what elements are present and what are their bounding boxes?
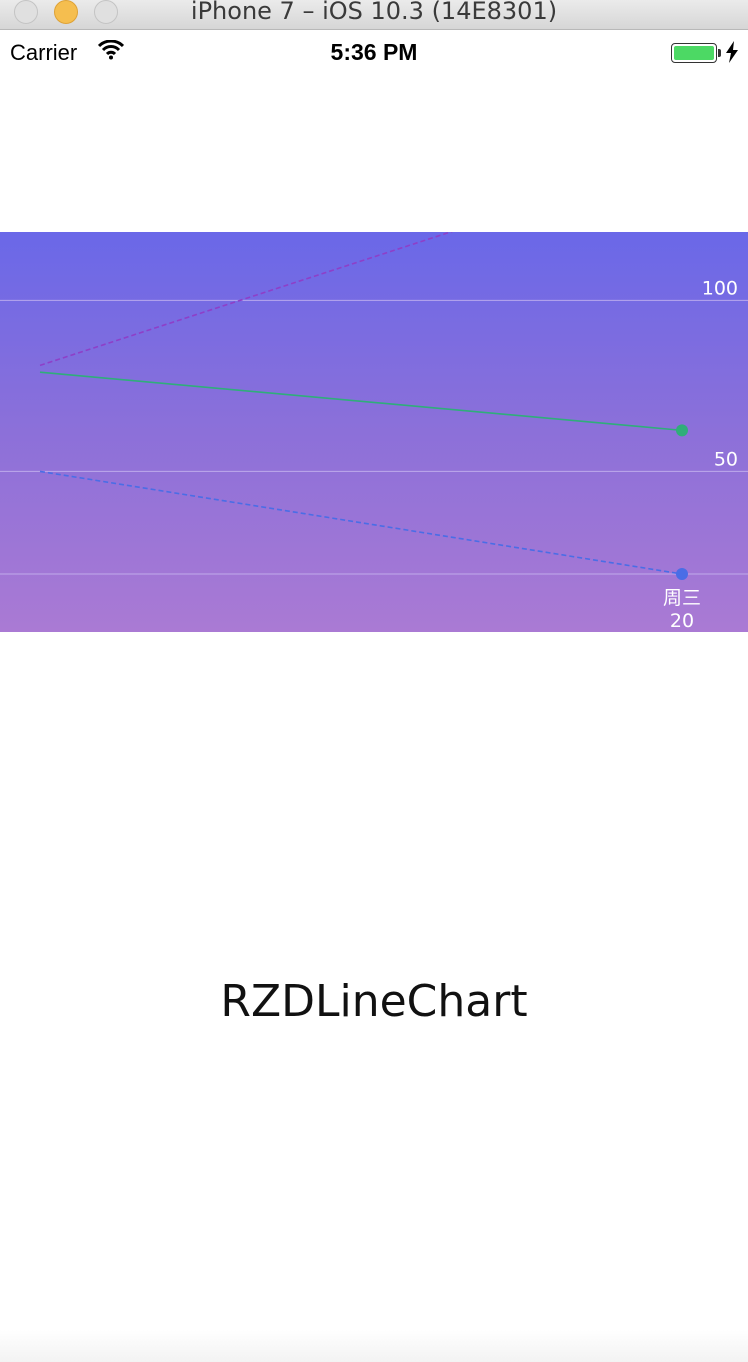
wifi-icon xyxy=(98,40,124,60)
simulator-titlebar: iPhone 7 – iOS 10.3 (14E8301) xyxy=(0,0,748,30)
close-window-button[interactable] xyxy=(14,0,38,24)
minimize-window-button[interactable] xyxy=(54,0,78,24)
line-chart: 100 50 周三 20 xyxy=(0,232,748,632)
zoom-window-button[interactable] xyxy=(94,0,118,24)
y-tick-label-50: 50 xyxy=(714,448,738,470)
chart-caption: RZDLineChart xyxy=(220,976,528,1027)
bottom-edge xyxy=(0,1330,748,1362)
battery-tip xyxy=(718,49,721,57)
charging-bolt-icon xyxy=(726,41,738,63)
battery-icon xyxy=(671,43,717,63)
status-bar: Carrier 5:36 PM xyxy=(0,31,748,71)
y-tick-label-100: 100 xyxy=(702,277,738,299)
x-axis-label: 周三 xyxy=(663,587,701,609)
point-value-label: 20 xyxy=(670,610,694,632)
series-2-line xyxy=(39,371,683,432)
battery-level xyxy=(674,46,714,60)
series-2-end-point xyxy=(676,424,688,437)
series-3-end-point xyxy=(676,568,688,580)
carrier-label: Carrier xyxy=(10,40,78,65)
window-title: iPhone 7 – iOS 10.3 (14E8301) xyxy=(190,0,558,25)
series-3-line xyxy=(39,470,683,575)
status-time: 5:36 PM xyxy=(330,39,418,65)
series-1-line xyxy=(39,232,454,367)
